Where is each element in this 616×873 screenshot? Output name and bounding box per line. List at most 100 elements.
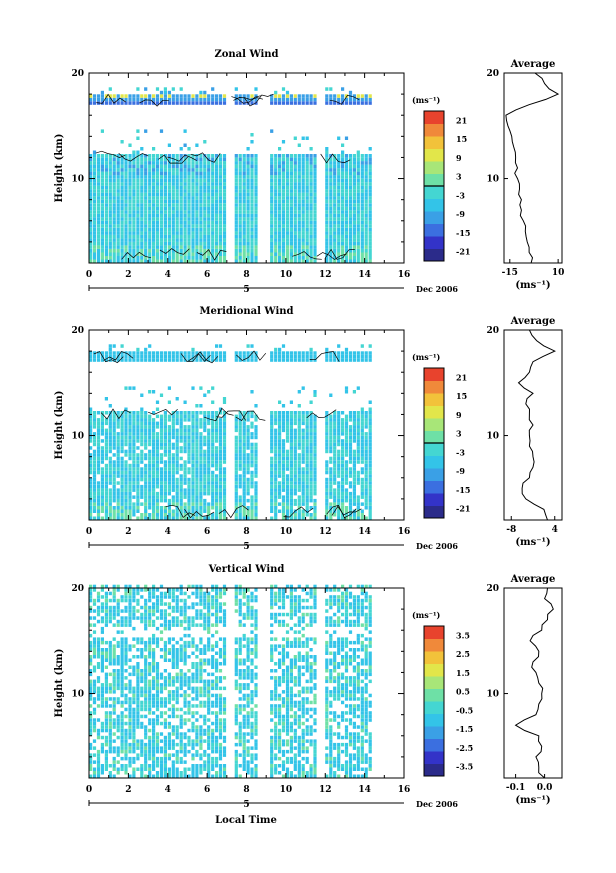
- heatmap-cell: [222, 449, 227, 454]
- heatmap-cell: [356, 241, 360, 246]
- heatmap-cell: [179, 164, 183, 169]
- heatmap-cell: [167, 224, 171, 228]
- heatmap-cell: [195, 94, 199, 98]
- heatmap-cell: [100, 630, 104, 634]
- heatmap-cell: [100, 467, 104, 471]
- heatmap-cell: [207, 175, 211, 179]
- heatmap-cell: [215, 189, 219, 193]
- heatmap-cell: [254, 189, 258, 193]
- heatmap-cell: [222, 467, 227, 471]
- heatmap-cell: [96, 178, 101, 183]
- heatmap-cell: [222, 238, 227, 242]
- heatmap-cell: [278, 178, 282, 183]
- heatmap-cell: [242, 178, 246, 183]
- heatmap-cell: [191, 164, 195, 169]
- heatmap-cell: [344, 199, 349, 204]
- heatmap-cell: [96, 767, 101, 771]
- heatmap-cell: [289, 171, 293, 176]
- heatmap-cell: [104, 686, 108, 691]
- heatmap-cell: [144, 206, 148, 211]
- heatmap-cell: [100, 735, 104, 740]
- heatmap-cell: [333, 168, 337, 172]
- heatmap-cell: [242, 432, 246, 436]
- heatmap-cell: [368, 460, 372, 464]
- heatmap-cell: [136, 234, 140, 239]
- heatmap-cell: [368, 344, 372, 348]
- heatmap-cell: [309, 189, 313, 193]
- x-tick-label: 0: [86, 270, 92, 280]
- heatmap-cell: [203, 351, 207, 355]
- heatmap-cell: [364, 192, 368, 197]
- heatmap-cell: [297, 516, 301, 520]
- heatmap-cell: [285, 101, 290, 105]
- heatmap-cell: [148, 442, 152, 447]
- heatmap-cell: [171, 474, 175, 478]
- colorbar-swatch: [424, 136, 444, 149]
- heatmap-cell: [191, 238, 195, 242]
- heatmap-cell: [348, 256, 353, 260]
- heatmap-cell: [96, 453, 101, 457]
- heatmap-cell: [195, 463, 199, 468]
- heatmap-cell: [203, 491, 207, 496]
- heatmap-cell: [195, 442, 199, 447]
- heatmap-cell: [171, 498, 175, 503]
- heatmap-cell: [199, 192, 203, 197]
- heatmap-cell: [305, 470, 309, 475]
- heatmap-cell: [281, 231, 286, 235]
- heatmap-cell: [167, 203, 171, 207]
- heatmap-cell: [191, 347, 195, 352]
- heatmap-cell: [155, 224, 160, 228]
- heatmap-cell: [344, 231, 349, 235]
- heatmap-cell: [112, 245, 116, 249]
- heatmap-cell: [289, 175, 293, 179]
- heatmap-cell: [356, 101, 360, 105]
- heatmap-cell: [187, 351, 191, 355]
- heatmap-cell: [183, 428, 187, 433]
- heatmap-cell: [368, 157, 372, 162]
- heatmap-cell: [92, 238, 97, 242]
- heatmap-cell: [199, 442, 203, 447]
- heatmap-cell: [218, 453, 223, 457]
- heatmap-cell: [132, 220, 136, 225]
- heatmap-cell: [171, 196, 175, 200]
- heatmap-cell: [207, 259, 211, 263]
- heatmap-cell: [352, 192, 356, 197]
- heatmap-cell: [108, 256, 112, 260]
- heatmap-cell: [305, 185, 309, 190]
- heatmap-cell: [191, 449, 195, 454]
- heatmap-cell: [191, 446, 195, 450]
- heatmap-cell: [108, 164, 112, 169]
- heatmap-cell: [242, 460, 246, 464]
- heatmap-cell: [92, 481, 97, 485]
- heatmap-cell: [329, 157, 333, 162]
- heatmap-cell: [179, 463, 183, 468]
- heatmap-cell: [222, 175, 227, 179]
- heatmap-cell: [356, 498, 360, 503]
- heatmap-cell: [132, 171, 136, 176]
- heatmap-cell: [360, 407, 364, 411]
- colorbar-swatch: [424, 111, 444, 124]
- heatmap-cell: [364, 224, 368, 228]
- heatmap-cell: [179, 189, 183, 193]
- heatmap-cell: [136, 213, 140, 218]
- heatmap-cell: [148, 421, 152, 426]
- heatmap-cell: [136, 463, 140, 468]
- heatmap-cell: [159, 231, 164, 235]
- heatmap-cell: [144, 432, 148, 436]
- heatmap-cell: [159, 498, 164, 503]
- heatmap-cell: [140, 238, 144, 242]
- heatmap-cell: [211, 256, 215, 260]
- heatmap-cell: [167, 509, 171, 513]
- heatmap-cell: [238, 484, 242, 489]
- heatmap-cell: [270, 446, 274, 450]
- heatmap-cell: [136, 192, 140, 197]
- heatmap-cell: [325, 249, 329, 253]
- heatmap-cell: [152, 249, 156, 253]
- profile-x-tick-label: -15: [502, 268, 518, 278]
- heatmap-cell: [348, 213, 353, 218]
- heatmap-cell: [124, 203, 128, 207]
- heatmap-cell: [136, 97, 140, 102]
- heatmap-cell: [242, 256, 246, 260]
- heatmap-cell: [250, 245, 254, 249]
- heatmap-cell: [104, 697, 108, 701]
